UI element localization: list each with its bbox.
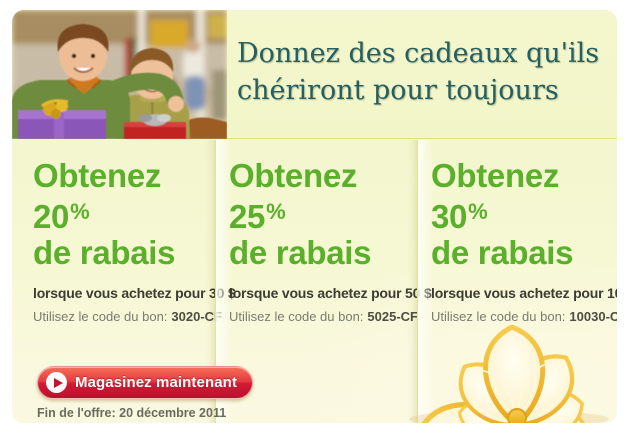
percent-sign: % xyxy=(70,199,90,224)
percent-sign: % xyxy=(468,199,488,224)
offer-intro: Obtenez xyxy=(229,157,358,194)
hero-photo xyxy=(12,10,227,139)
offer-suffix: de rabais xyxy=(431,234,574,271)
offer-code-line: Utilisez le code du bon: 3020-CF xyxy=(33,309,222,324)
offer-condition: lorsque vous achetez pour 30 $ xyxy=(33,285,236,301)
offer-intro: Obtenez xyxy=(33,157,162,194)
offers-section: Obtenez 20% de rabais lorsque vous achet… xyxy=(12,140,617,423)
offer-column-25: Obtenez 25% de rabais lorsque vous achet… xyxy=(215,140,432,423)
offer-code-line: Utilisez le code du bon:10030-CF xyxy=(431,309,617,324)
offer-suffix: de rabais xyxy=(33,234,176,271)
headline-line1: Donnez des cadeaux qu'ils xyxy=(237,38,600,69)
offer-suffix: de rabais xyxy=(229,234,372,271)
shop-now-button[interactable]: Magasinez maintenant xyxy=(37,366,254,399)
offer-title-25: Obtenez 25% de rabais xyxy=(229,158,407,271)
offer-code-line: Utilisez le code du bon: 5025-CF xyxy=(229,309,418,324)
code-label: Utilisez le code du bon: xyxy=(229,309,364,324)
offer-title-20: Obtenez 20% de rabais xyxy=(33,158,205,271)
play-triangle xyxy=(53,377,63,388)
coupon-code: 10030-CF xyxy=(569,309,617,324)
shop-now-label: Magasinez maintenant xyxy=(75,374,238,391)
headline-line2: chériront pour toujours xyxy=(237,75,559,106)
offer-column-20: Obtenez 20% de rabais lorsque vous achet… xyxy=(12,140,236,423)
offer-percent: 25% xyxy=(229,198,286,235)
promo-banner: Donnez des cadeaux qu'ils chériront pour… xyxy=(12,10,617,423)
code-label: Utilisez le code du bon: xyxy=(33,309,168,324)
code-label: Utilisez le code du bon: xyxy=(431,309,566,324)
offer-intro: Obtenez xyxy=(431,157,560,194)
offer-percent: 30% xyxy=(431,198,488,235)
offer-percent: 20% xyxy=(33,198,90,235)
offer-title-30: Obtenez 30% de rabais xyxy=(431,158,607,271)
gift-bow-decoration xyxy=(369,315,617,423)
play-icon xyxy=(46,372,67,393)
offer-expiry: Fin de l'offre: 20 décembre 2011 xyxy=(37,406,227,420)
offer-column-30: Obtenez 30% de rabais lorsque vous achet… xyxy=(417,140,617,423)
coupon-code: 5025-CF xyxy=(367,309,418,324)
headline: Donnez des cadeaux qu'ils chériront pour… xyxy=(227,10,617,138)
offer-condition: lorsque vous achetez pour 100 $ xyxy=(431,285,617,301)
percent-sign: % xyxy=(266,199,286,224)
banner-header: Donnez des cadeaux qu'ils chériront pour… xyxy=(12,10,617,139)
two-boys-with-gifts-illustration xyxy=(12,10,227,139)
offer-condition: lorsque vous achetez pour 50 $ xyxy=(229,285,432,301)
coupon-code: 3020-CF xyxy=(171,309,222,324)
